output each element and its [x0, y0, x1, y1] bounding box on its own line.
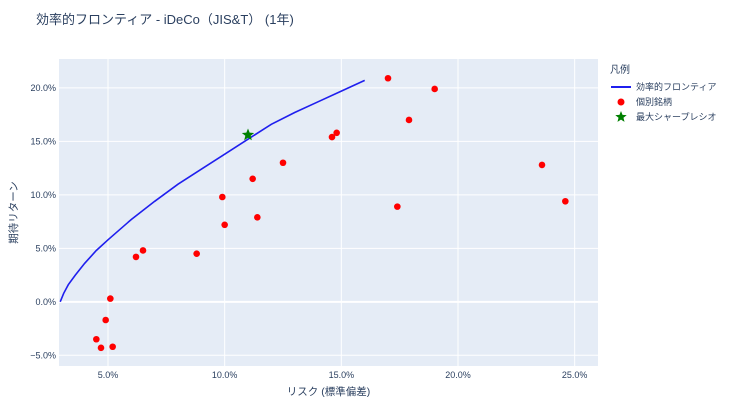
- y-axis-title: 期待リターン: [7, 181, 20, 243]
- stock-point: [333, 129, 340, 137]
- stock-point: [249, 175, 256, 183]
- stock-point: [93, 335, 100, 343]
- legend-title: 凡例: [610, 65, 630, 76]
- y-tick-label: 10.0%: [30, 190, 56, 200]
- y-tick-label: 5.0%: [35, 243, 56, 253]
- legend-label-max-sharpe: 最大シャープレシオ: [636, 112, 717, 122]
- stock-point: [221, 221, 228, 229]
- line-swatch-icon: [610, 81, 632, 93]
- plot-area: [59, 59, 598, 366]
- x-axis-title: リスク (標準偏差): [287, 385, 370, 398]
- legend-item-max-sharpe[interactable]: 最大シャープレシオ: [610, 109, 716, 124]
- legend-item-frontier[interactable]: 効率的フロンティア: [610, 79, 716, 94]
- legend-label-frontier: 効率的フロンティア: [636, 82, 717, 92]
- x-tick-label: 25.0%: [562, 370, 588, 380]
- x-tick-label: 10.0%: [212, 370, 238, 380]
- data-layer: [59, 74, 569, 352]
- stock-point: [384, 74, 392, 82]
- stock-point: [394, 203, 401, 210]
- max-sharpe-star-marker: [241, 128, 255, 141]
- x-axis-ticks: 5.0% 10.0% 15.0% 20.0% 25.0%: [98, 370, 588, 380]
- y-tick-label: −5.0%: [30, 350, 56, 360]
- stock-point: [279, 159, 287, 167]
- stock-point: [193, 250, 200, 257]
- grid-lines: [59, 59, 598, 366]
- x-tick-label: 15.0%: [329, 370, 355, 380]
- stock-point: [431, 85, 438, 93]
- y-axis-ticks: −5.0% 0.0% 5.0% 10.0% 15.0% 20.0%: [30, 83, 56, 360]
- stock-point: [562, 197, 569, 205]
- stock-point: [139, 247, 147, 254]
- legend-label-individual: 個別銘柄: [636, 97, 673, 107]
- x-tick-label: 5.0%: [98, 370, 119, 380]
- y-tick-label: 20.0%: [30, 83, 56, 93]
- frontier-line: [59, 79, 366, 303]
- stock-point: [107, 295, 114, 302]
- stock-point: [97, 344, 105, 352]
- stock-point: [132, 253, 140, 261]
- legend: 凡例 効率的フロンティア 個別銘柄 最大シャープレシオ: [610, 61, 716, 124]
- legend-item-individual[interactable]: 個別銘柄: [610, 94, 716, 109]
- stock-point: [538, 161, 546, 169]
- star-swatch-icon: [610, 110, 632, 123]
- stock-point: [109, 343, 116, 351]
- stock-point: [405, 116, 413, 124]
- stock-point: [328, 133, 336, 141]
- stock-point: [254, 214, 261, 221]
- y-tick-label: 15.0%: [30, 136, 56, 146]
- stock-point: [102, 316, 109, 324]
- stock-point: [219, 193, 226, 201]
- y-tick-label: 0.0%: [35, 297, 56, 307]
- chart-title: 効率的フロンティア - iDeCo（JIS&T） (1年): [36, 12, 294, 27]
- dot-swatch-icon: [610, 96, 632, 108]
- x-tick-label: 20.0%: [445, 370, 471, 380]
